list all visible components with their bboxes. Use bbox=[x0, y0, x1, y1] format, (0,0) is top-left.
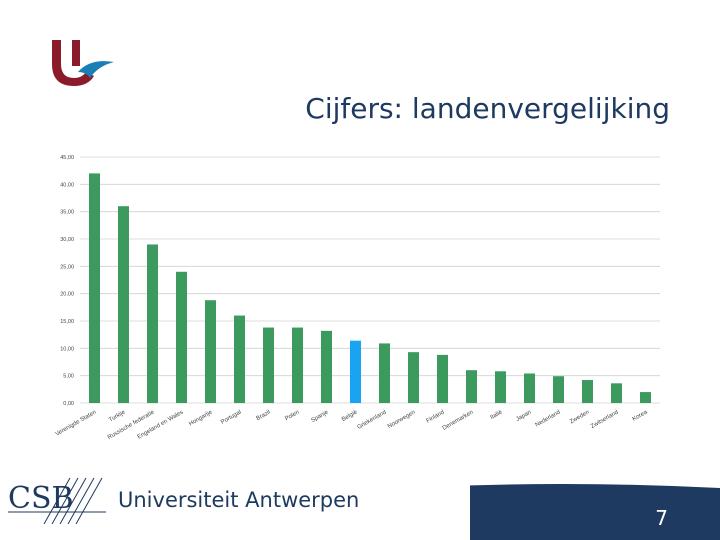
bar bbox=[611, 383, 622, 403]
y-axis-ticks: 0,00 5,00 10,00 15,00 20,00 25,00 30,00 35,00 40… bbox=[60, 155, 74, 407]
bar bbox=[234, 315, 245, 403]
bar bbox=[321, 330, 332, 403]
bar bbox=[176, 271, 187, 403]
bar bbox=[524, 373, 535, 403]
bar bbox=[89, 173, 100, 403]
x-tick-label: Japan bbox=[515, 410, 532, 423]
bar bbox=[553, 376, 564, 403]
x-tick-label: Turkije bbox=[108, 409, 127, 423]
bar bbox=[205, 300, 216, 403]
x-tick-label: Denemarken bbox=[442, 410, 475, 432]
bar bbox=[437, 354, 448, 403]
bar bbox=[495, 371, 506, 403]
x-tick-label: Italië bbox=[490, 409, 505, 421]
y-tick-label: 10,00 bbox=[60, 346, 74, 352]
footer-white-cutout bbox=[0, 460, 470, 540]
x-tick-label: Hongarije bbox=[188, 409, 214, 427]
bar bbox=[466, 370, 477, 403]
x-tick-label: Verenigde Staten bbox=[55, 410, 98, 438]
x-tick-label: Korea bbox=[632, 409, 649, 423]
y-tick-label: 25,00 bbox=[60, 264, 74, 270]
x-tick-label: Portugal bbox=[220, 410, 242, 426]
university-name: Universiteit Antwerpen bbox=[118, 488, 360, 512]
y-tick-label: 0,00 bbox=[63, 401, 74, 407]
bar bbox=[350, 340, 361, 403]
bar-chart: 0,00 5,00 10,00 15,00 20,00 25,00 30,00 35,00 40… bbox=[55, 155, 660, 441]
y-tick-label: 20,00 bbox=[60, 292, 74, 298]
slide-title: Cijfers: landenvergelijking bbox=[305, 92, 670, 125]
x-tick-label: Spanje bbox=[310, 409, 330, 424]
bar bbox=[582, 380, 593, 403]
footer-band-curve bbox=[470, 488, 720, 540]
x-tick-label: Zweden bbox=[569, 410, 590, 426]
bar bbox=[379, 343, 390, 403]
gridlines bbox=[80, 156, 660, 404]
csb-logo: CSB bbox=[8, 477, 106, 525]
x-tick-label: Nederland bbox=[535, 410, 562, 429]
x-tick-label: Zwitserland bbox=[590, 410, 620, 431]
y-tick-label: 40,00 bbox=[60, 182, 74, 188]
bar bbox=[292, 327, 303, 403]
x-tick-label: Finland bbox=[425, 410, 445, 425]
y-tick-label: 30,00 bbox=[60, 237, 74, 243]
bar bbox=[118, 206, 129, 403]
y-tick-label: 15,00 bbox=[60, 319, 74, 325]
y-tick-label: 45,00 bbox=[60, 155, 74, 161]
bar bbox=[640, 392, 651, 403]
bar bbox=[147, 244, 158, 403]
csb-logo-text: CSB bbox=[8, 481, 74, 516]
footer: CSB bbox=[0, 460, 720, 540]
university-logo bbox=[52, 40, 114, 86]
bars bbox=[89, 173, 651, 403]
x-tick-label: Brazil bbox=[255, 410, 271, 423]
x-tick-label: Noorwegen bbox=[387, 410, 417, 431]
page-number: 7 bbox=[655, 506, 668, 530]
y-tick-label: 35,00 bbox=[60, 210, 74, 216]
x-tick-label: Griekenland bbox=[356, 410, 387, 431]
y-tick-label: 5,00 bbox=[63, 374, 74, 380]
bar bbox=[408, 352, 419, 403]
x-tick-label: België bbox=[341, 409, 359, 423]
bar bbox=[263, 327, 274, 403]
x-tick-label: Polen bbox=[284, 410, 300, 423]
